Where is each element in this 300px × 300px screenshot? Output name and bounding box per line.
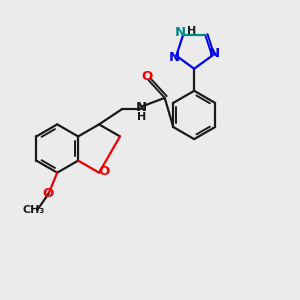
Text: O: O bbox=[99, 165, 110, 178]
Text: N: N bbox=[136, 101, 147, 114]
Text: O: O bbox=[142, 70, 153, 83]
Text: O: O bbox=[43, 188, 54, 200]
Text: CH₃: CH₃ bbox=[22, 205, 45, 215]
Text: N: N bbox=[168, 51, 179, 64]
Text: N: N bbox=[175, 26, 186, 40]
Text: N: N bbox=[209, 47, 220, 61]
Text: H: H bbox=[187, 26, 196, 36]
Text: H: H bbox=[136, 112, 146, 122]
